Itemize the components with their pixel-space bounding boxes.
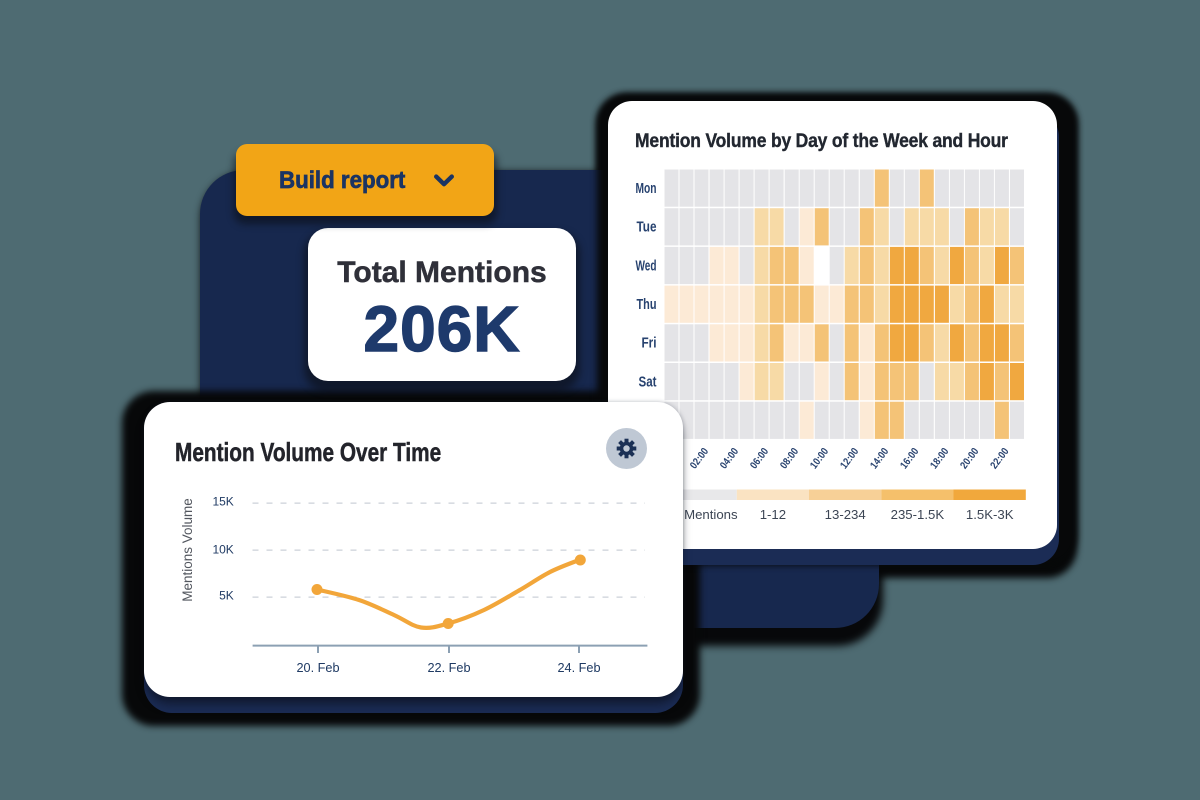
svg-text:22:00: 22:00: [988, 446, 1012, 472]
svg-text:20. Feb: 20. Feb: [296, 661, 339, 675]
svg-text:10:00: 10:00: [808, 446, 832, 472]
svg-text:06:00: 06:00: [748, 446, 772, 472]
svg-text:20:00: 20:00: [958, 446, 982, 472]
svg-text:Fri: Fri: [642, 335, 657, 352]
svg-text:18:00: 18:00: [928, 446, 952, 472]
svg-text:24. Feb: 24. Feb: [557, 661, 600, 675]
svg-text:Mentions Volume: Mentions Volume: [180, 498, 195, 602]
svg-text:08:00: 08:00: [778, 446, 802, 472]
svg-text:Mon: Mon: [636, 180, 657, 197]
svg-text:Thu: Thu: [637, 296, 657, 313]
svg-text:15K: 15K: [212, 495, 233, 509]
svg-text:14:00: 14:00: [868, 446, 892, 472]
svg-text:Tue: Tue: [637, 219, 657, 236]
svg-text:02:00: 02:00: [688, 446, 712, 472]
svg-text:235-1.5K: 235-1.5K: [891, 507, 945, 522]
svg-text:22. Feb: 22. Feb: [427, 661, 470, 675]
svg-text:13-234: 13-234: [825, 507, 866, 522]
svg-text:12:00: 12:00: [838, 446, 862, 472]
svg-text:10K: 10K: [212, 543, 233, 557]
svg-text:1-12: 1-12: [760, 507, 786, 522]
svg-text:1.5K-3K: 1.5K-3K: [966, 507, 1014, 522]
svg-text:5K: 5K: [219, 589, 234, 603]
svg-text:Sat: Sat: [639, 373, 657, 390]
svg-text:16:00: 16:00: [898, 446, 922, 472]
svg-text:Wed: Wed: [636, 257, 657, 274]
svg-text:04:00: 04:00: [718, 446, 742, 472]
